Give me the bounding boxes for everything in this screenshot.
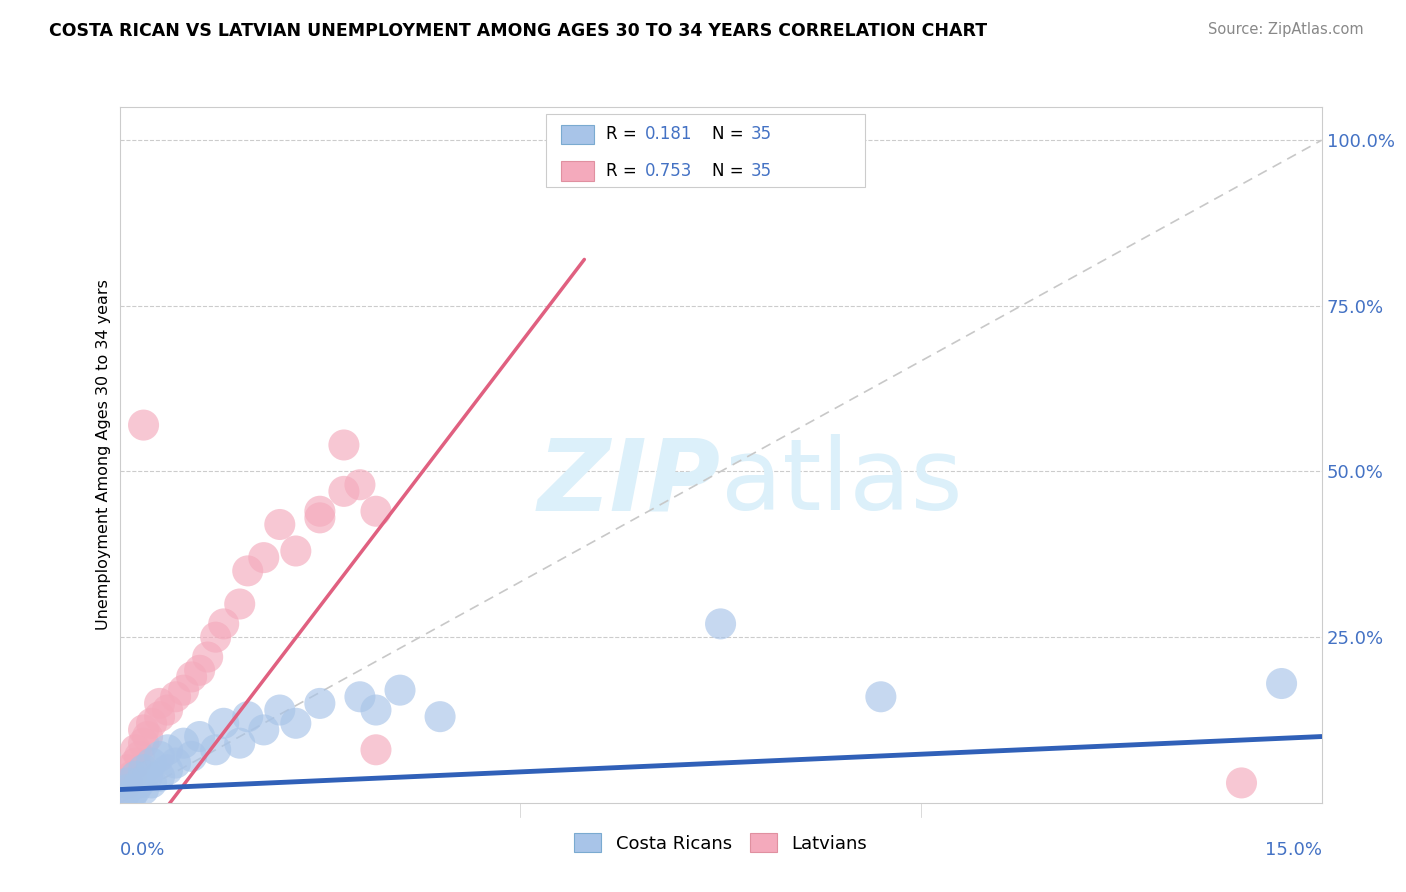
Text: Source: ZipAtlas.com: Source: ZipAtlas.com [1208,22,1364,37]
Point [1230,776,1253,790]
Point [128,776,150,790]
Point [141,716,163,731]
Point [121,769,143,783]
Point [869,690,893,704]
Text: R =: R = [606,162,643,180]
Point [112,782,135,797]
Point [236,709,259,723]
Point [117,776,139,790]
Point [333,484,356,499]
Text: 0.181: 0.181 [645,126,692,144]
FancyBboxPatch shape [561,161,595,181]
Text: 35: 35 [751,162,772,180]
Point [165,690,187,704]
Point [709,616,731,631]
Point [141,756,163,770]
Point [132,723,155,737]
Point [141,776,163,790]
Point [309,697,332,711]
Point [173,736,195,750]
Point [236,564,259,578]
Point [112,789,135,804]
Point [188,730,211,744]
Point [364,504,387,518]
Point [156,703,179,717]
Point [284,544,307,558]
Point [269,703,291,717]
Point [349,477,371,491]
Point [228,597,252,611]
Point [124,769,146,783]
Point [180,749,202,764]
Point [204,743,226,757]
Point [253,723,276,737]
Point [124,756,146,770]
Point [132,418,155,433]
FancyBboxPatch shape [547,114,865,187]
Point [136,769,159,783]
Point [253,550,276,565]
Point [132,763,155,777]
Point [212,616,235,631]
Point [117,782,139,797]
Point [149,769,172,783]
Point [364,743,387,757]
Point [228,736,252,750]
Point [197,650,219,665]
Point [156,743,179,757]
Point [156,763,179,777]
Text: 15.0%: 15.0% [1264,841,1322,859]
Point [128,749,150,764]
Text: COSTA RICAN VS LATVIAN UNEMPLOYMENT AMONG AGES 30 TO 34 YEARS CORRELATION CHART: COSTA RICAN VS LATVIAN UNEMPLOYMENT AMON… [49,22,987,40]
Point [124,782,146,797]
Point [173,683,195,698]
Point [132,782,155,797]
Point [212,716,235,731]
Point [429,709,451,723]
Point [333,438,356,452]
Legend: Costa Ricans, Latvians: Costa Ricans, Latvians [567,826,875,860]
Text: 0.0%: 0.0% [120,841,165,859]
Point [165,756,187,770]
Point [364,703,387,717]
Point [149,749,172,764]
Text: ZIP: ZIP [537,434,720,532]
Point [269,517,291,532]
Point [124,743,146,757]
Point [284,716,307,731]
Text: N =: N = [713,162,749,180]
Point [309,511,332,525]
Point [188,663,211,677]
Y-axis label: Unemployment Among Ages 30 to 34 years: Unemployment Among Ages 30 to 34 years [96,279,111,631]
Point [349,690,371,704]
Text: R =: R = [606,126,643,144]
Point [388,683,412,698]
Text: N =: N = [713,126,749,144]
Text: atlas: atlas [720,434,962,532]
Text: 0.753: 0.753 [645,162,692,180]
Point [121,789,143,804]
Point [136,730,159,744]
Point [1271,676,1294,690]
Point [117,776,139,790]
Text: 35: 35 [751,126,772,144]
FancyBboxPatch shape [561,125,595,145]
Point [180,670,202,684]
Point [149,697,172,711]
Point [149,709,172,723]
Point [309,504,332,518]
Point [117,763,139,777]
Point [204,630,226,644]
Point [132,736,155,750]
